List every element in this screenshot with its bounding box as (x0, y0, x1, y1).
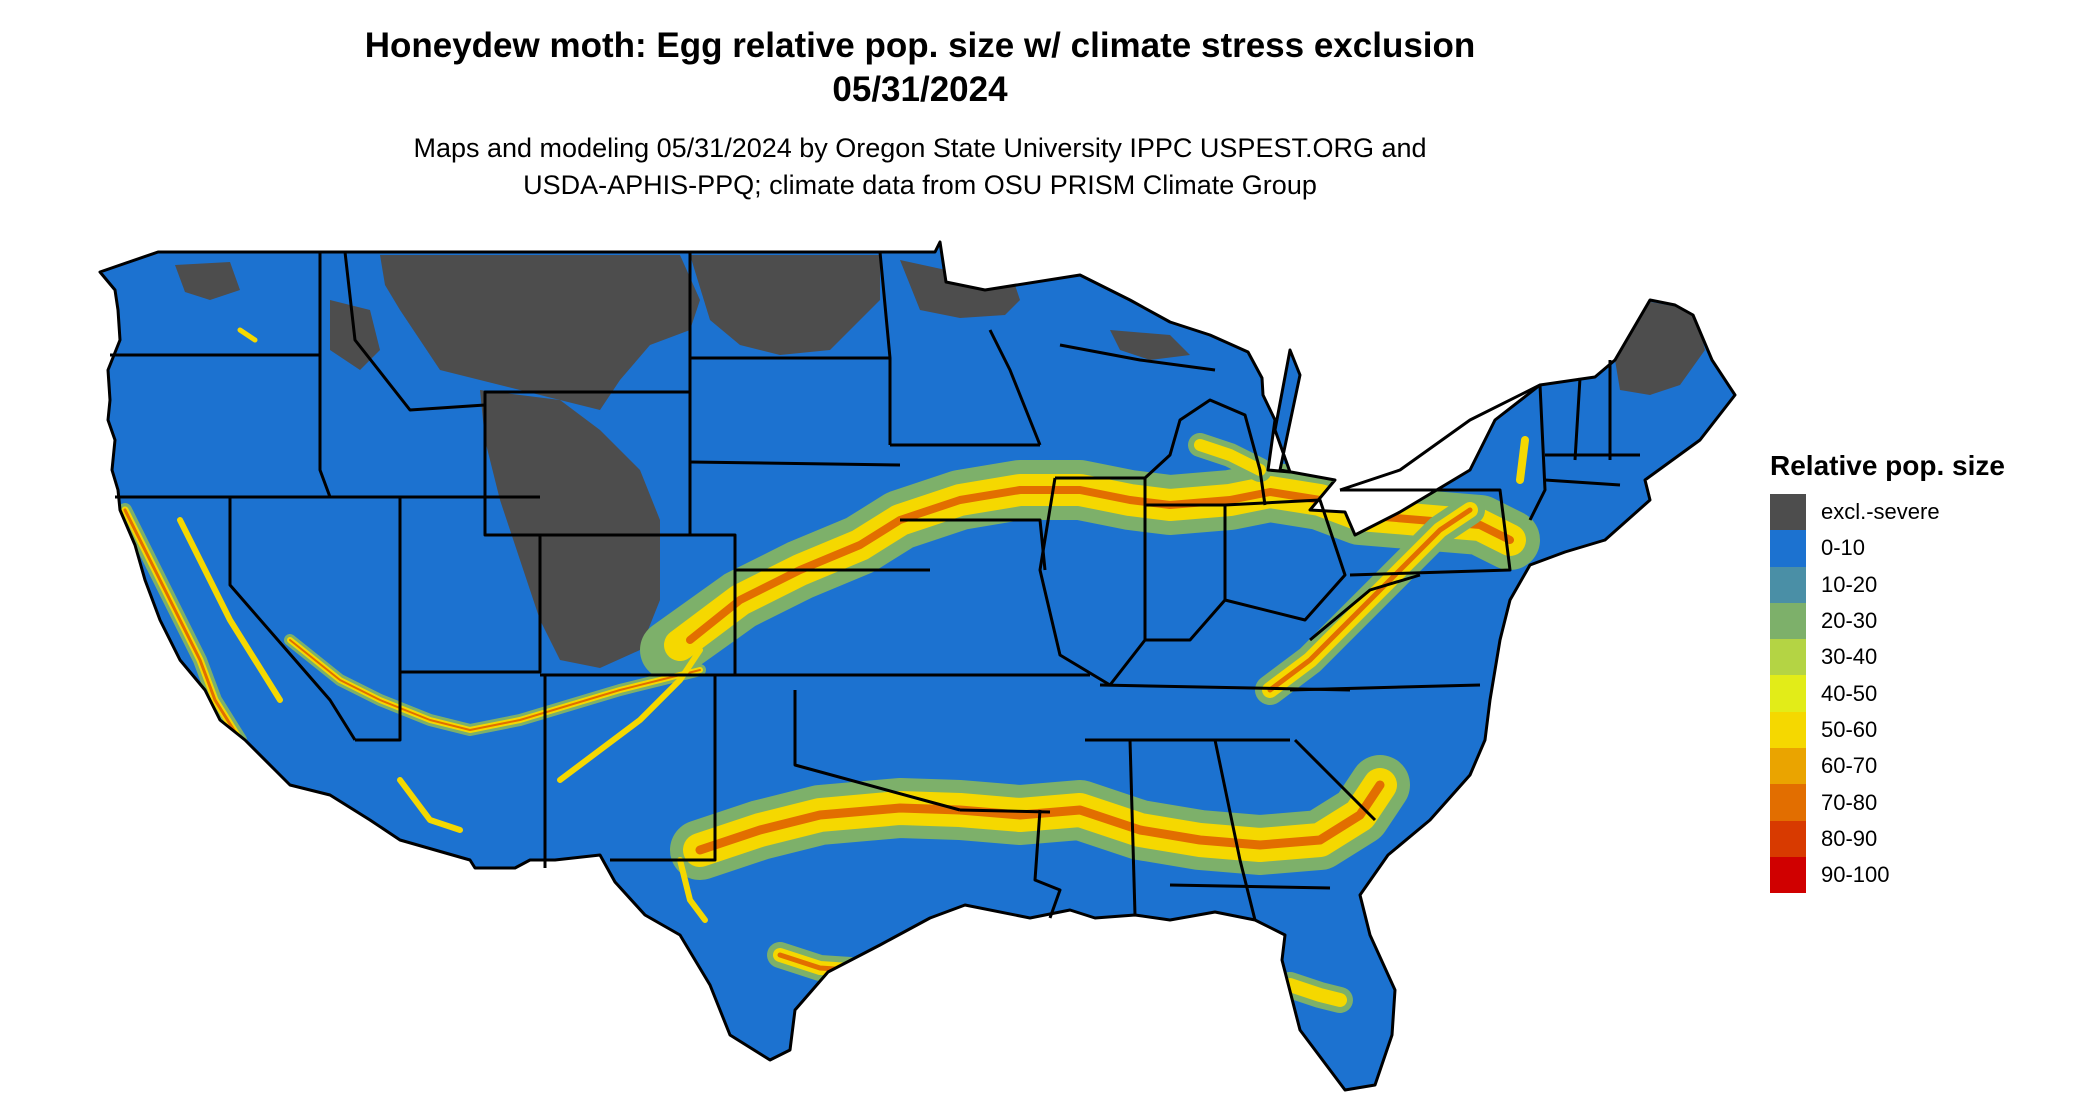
legend-label: excl.-severe (1821, 499, 1940, 525)
border-sd-ne (689, 460, 901, 467)
legend-swatch (1770, 675, 1806, 712)
map-subtitle-line2: USDA-APHIS-PPQ; climate data from OSU PR… (523, 170, 1317, 200)
legend-label: 30-40 (1821, 644, 1878, 670)
legend-item: 60-70 (1770, 748, 2070, 785)
band-michigan-mid (1194, 439, 1266, 476)
legend-item: excl.-severe (1770, 494, 2070, 531)
border-ut-co (400, 535, 542, 674)
border-va-wv (1309, 573, 1421, 642)
border-nm-east (610, 675, 717, 862)
band-arizona-mid (397, 777, 463, 833)
border-co (540, 533, 737, 677)
legend-item: 20-30 (1770, 602, 2070, 640)
legend-swatch (1770, 711, 1806, 749)
band-south-core (695, 780, 1385, 855)
border-nv-ca (228, 497, 357, 741)
band-california-core (123, 508, 242, 742)
legend-item: 10-20 (1770, 566, 2070, 603)
legend-item: 80-90 (1770, 820, 2070, 857)
us-map (90, 238, 1750, 1118)
legend-item: 30-40 (1770, 639, 2070, 676)
legend-label: 0-10 (1821, 535, 1866, 561)
legend-swatch (1770, 494, 1806, 531)
legend-items: excl.-severe 0-10 10-20 20-30 30-40 40-50 50-6… (1770, 494, 2070, 894)
state-borders (98, 240, 1737, 1092)
legend-label: 40-50 (1821, 680, 1878, 706)
legend-label: 90-100 (1821, 862, 1890, 888)
band-washington-mid (237, 327, 258, 343)
legend-item: 0-10 (1770, 530, 2070, 567)
border-il (1038, 477, 1147, 687)
legend-swatch (1770, 639, 1806, 676)
legend: Relative pop. size excl.-severe 0-10 10-20… (1770, 448, 2070, 894)
border-ok-tx (793, 690, 961, 812)
border-mn-wi (988, 329, 1042, 446)
band-appalachian-core (1267, 507, 1473, 693)
legend-swatch (1770, 602, 1806, 640)
border-id-mt (343, 251, 486, 412)
border-oh (1224, 498, 1347, 622)
border-fl-north (1169, 883, 1331, 890)
legend-label: 70-80 (1821, 789, 1878, 815)
border-ms-al (1128, 739, 1137, 916)
legend-label: 20-30 (1821, 608, 1878, 634)
legend-label: 60-70 (1821, 753, 1878, 779)
band-rockies-mid (557, 647, 703, 783)
band-hudson-mid (1516, 436, 1529, 484)
legend-swatch (1770, 784, 1806, 821)
border-id-west (318, 252, 332, 498)
legend-item: 70-80 (1770, 784, 2070, 821)
us-map-svg (98, 240, 1737, 1092)
legend-swatch (1770, 748, 1806, 785)
band-sierra-mid (177, 517, 283, 703)
border-pa (1340, 488, 1512, 577)
legend-item: 90-100 (1770, 856, 2070, 894)
border-nd-mn (878, 251, 892, 445)
legend-label: 80-90 (1821, 825, 1878, 851)
border-la-ms (1033, 809, 1062, 919)
us-land-base (100, 242, 1735, 1090)
legend-swatch (1770, 566, 1806, 603)
excluded-regions (175, 255, 1705, 668)
us-outline (98, 240, 1737, 1092)
map-date: 05/31/2024 (832, 70, 1008, 109)
border-ne-states (1544, 360, 1640, 487)
border-nv-ut (355, 497, 402, 742)
border-ga-sc (1293, 738, 1377, 822)
legend-swatch (1770, 820, 1806, 857)
border-ny-east (1528, 384, 1547, 521)
legend-swatch (1770, 530, 1806, 567)
legend-label: 50-60 (1821, 716, 1878, 742)
band-texas-west-mid (677, 857, 708, 923)
band-southwest-core (289, 639, 701, 731)
legend-item: 50-60 (1770, 711, 2070, 749)
border-al-ga (1213, 739, 1257, 921)
legend-item: 40-50 (1770, 675, 2070, 712)
map-subtitle-line1: Maps and modeling 05/31/2024 by Oregon S… (413, 133, 1427, 163)
legend-label: 10-20 (1821, 571, 1878, 597)
title-block: Honeydew moth: Egg relative pop. size w/… (200, 24, 1640, 204)
border-mi (1059, 343, 1267, 506)
legend-swatch (1770, 856, 1806, 894)
legend-title: Relative pop. size (1770, 450, 2005, 481)
border-ar-la (959, 808, 1051, 814)
border-nc-va (1289, 683, 1481, 692)
band-florida-mid (1283, 978, 1347, 1007)
border-ny (1339, 383, 1541, 492)
map-title: Honeydew moth: Egg relative pop. size w/… (364, 26, 1476, 65)
